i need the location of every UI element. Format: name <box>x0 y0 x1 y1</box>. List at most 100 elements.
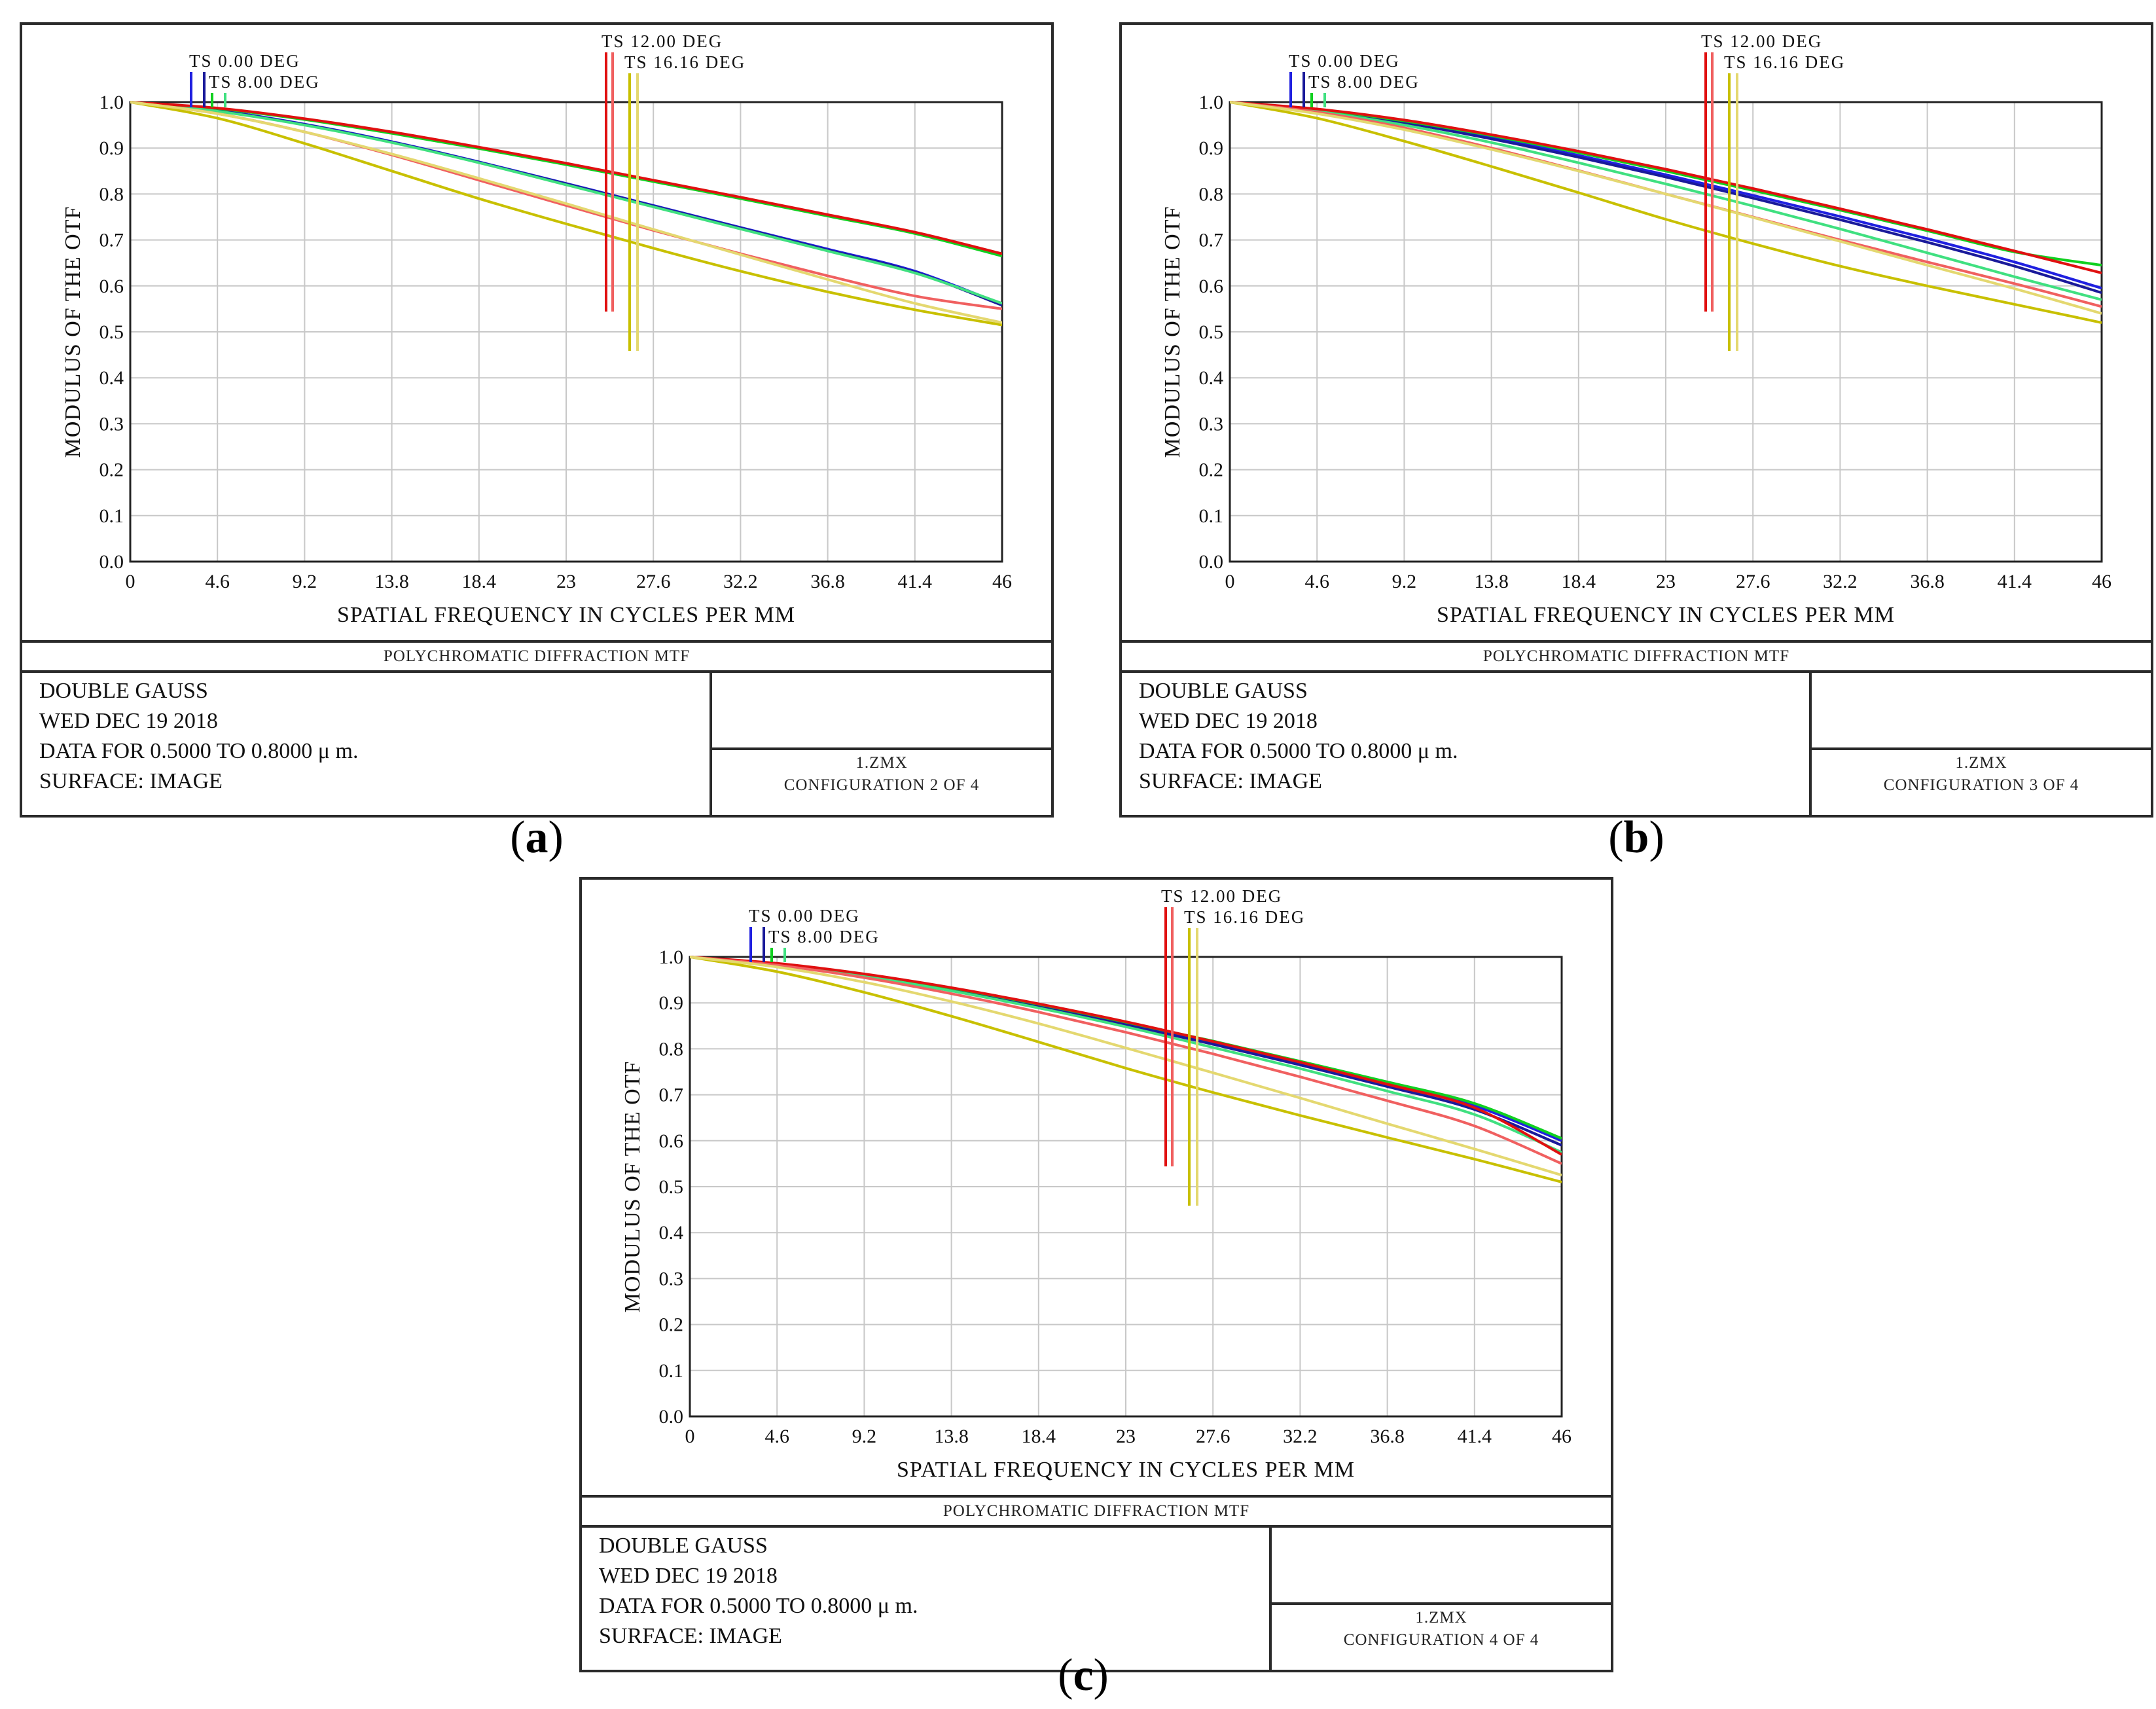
surface-text: SURFACE: IMAGE <box>39 769 223 793</box>
surface-text: SURFACE: IMAGE <box>599 1624 782 1648</box>
x-tick-label: 13.8 <box>1474 571 1509 592</box>
info-block: DOUBLE GAUSS WED DEC 19 2018 DATA FOR 0.… <box>1139 676 1458 797</box>
lens-name: DOUBLE GAUSS <box>1139 679 1308 703</box>
legend-label: TS 12.00 DEG <box>602 31 723 51</box>
x-tick-label: 32.2 <box>723 571 758 592</box>
y-tick-label: 0.7 <box>1199 230 1224 251</box>
config-text: CONFIGURATION 3 OF 4 <box>1883 776 2079 794</box>
x-tick-label: 32.2 <box>1823 571 1858 592</box>
sub-label-c: (c) <box>1058 1650 1109 1700</box>
x-axis-label: SPATIAL FREQUENCY IN CYCLES PER MM <box>1437 603 1895 627</box>
x-tick-label: 18.4 <box>1562 571 1596 592</box>
date-text: WED DEC 19 2018 <box>599 1564 778 1588</box>
legend-label: TS 0.00 DEG <box>189 51 300 71</box>
y-tick-label: 0.6 <box>99 276 124 297</box>
mtf-panel-b: 0 4.6 9.2 13.8 18.4 23 27.6 32.2 36.8 41.4 46 0.0 0.… <box>1119 22 2153 818</box>
config-box: 1.ZMX CONFIGURATION 2 OF 4 <box>712 747 1051 815</box>
x-tick-label: 13.8 <box>374 571 409 592</box>
mtf-curve <box>690 956 1562 1177</box>
date-text: WED DEC 19 2018 <box>1139 709 1318 733</box>
x-tick-label: 41.4 <box>1458 1426 1492 1447</box>
lens-name: DOUBLE GAUSS <box>599 1534 768 1558</box>
y-tick-label: 0.5 <box>99 321 124 343</box>
file-name: 1.ZMX <box>855 754 908 772</box>
plot-frame <box>129 101 1003 563</box>
y-tick-label: 0.3 <box>99 413 124 435</box>
y-axis-label: MODULUS OF THE OTF <box>61 206 85 458</box>
x-tick-label: 0 <box>126 571 135 592</box>
legend-label: TS 0.00 DEG <box>749 906 860 926</box>
y-tick-label: 1.0 <box>659 946 684 968</box>
x-tick-label: 32.2 <box>1283 1426 1318 1447</box>
mtf-curve <box>1230 101 2102 315</box>
file-name: 1.ZMX <box>1415 1609 1467 1627</box>
sub-label-b: (b) <box>1608 812 1664 863</box>
y-tick-label: 1.0 <box>1199 92 1224 113</box>
mtf-chart-b: 0 4.6 9.2 13.8 18.4 23 27.6 32.2 36.8 41.4 46 0.0 0.… <box>1160 31 2111 627</box>
y-tick-label: 0.4 <box>659 1222 684 1244</box>
x-tick-label: 18.4 <box>1022 1426 1056 1447</box>
x-tick-label: 27.6 <box>636 571 670 592</box>
file-name: 1.ZMX <box>1955 754 2007 772</box>
legend-label: TS 16.16 DEG <box>1724 52 1845 72</box>
file-box: 1.ZMX CONFIGURATION 2 OF 4 <box>710 670 1051 815</box>
info-block: DOUBLE GAUSS WED DEC 19 2018 DATA FOR 0.… <box>39 676 358 797</box>
y-tick-label: 0.0 <box>99 551 124 573</box>
plot-frame <box>1229 101 2103 563</box>
file-box: 1.ZMX CONFIGURATION 4 OF 4 <box>1269 1525 1611 1670</box>
x-tick-label: 4.6 <box>764 1426 789 1447</box>
x-tick-label: 27.6 <box>1196 1426 1231 1447</box>
x-axis-label: SPATIAL FREQUENCY IN CYCLES PER MM <box>337 603 795 627</box>
file-box: 1.ZMX CONFIGURATION 3 OF 4 <box>1809 670 2151 815</box>
y-tick-label: 0.4 <box>99 367 124 389</box>
y-tick-label: 0.1 <box>99 505 124 527</box>
legend-label: TS 16.16 DEG <box>624 52 746 72</box>
x-tick-label: 4.6 <box>1304 571 1329 592</box>
config-box: 1.ZMX CONFIGURATION 4 OF 4 <box>1272 1602 1611 1670</box>
config-box: 1.ZMX CONFIGURATION 3 OF 4 <box>1812 747 2151 815</box>
data-range-text: DATA FOR 0.5000 TO 0.8000 μ m. <box>39 739 359 763</box>
y-tick-label: 0.2 <box>99 459 124 481</box>
mtf-curve <box>690 956 1562 1165</box>
x-tick-label: 36.8 <box>1910 571 1945 592</box>
x-tick-label: 9.2 <box>293 571 317 592</box>
x-tick-label: 23 <box>1116 1426 1136 1447</box>
mtf-curve <box>1230 101 2102 301</box>
x-tick-label: 0 <box>1225 571 1235 592</box>
y-tick-label: 0.7 <box>99 230 124 251</box>
y-tick-label: 0.4 <box>1199 367 1224 389</box>
x-tick-label: 9.2 <box>1392 571 1417 592</box>
x-tick-label: 23 <box>556 571 576 592</box>
mtf-curve <box>690 956 1562 1183</box>
y-tick-label: 0.9 <box>99 137 124 159</box>
y-tick-label: 0.0 <box>1199 551 1224 573</box>
config-text: CONFIGURATION 4 OF 4 <box>1343 1631 1539 1649</box>
y-tick-label: 0.2 <box>1199 459 1224 481</box>
plot-title: POLYCHROMATIC DIFFRACTION MTF <box>582 1495 1611 1528</box>
lens-name: DOUBLE GAUSS <box>39 679 208 703</box>
config-text: CONFIGURATION 2 OF 4 <box>783 776 980 794</box>
x-tick-label: 41.4 <box>1998 571 2032 592</box>
x-tick-label: 23 <box>1656 571 1676 592</box>
x-tick-label: 41.4 <box>898 571 933 592</box>
mtf-curve <box>690 956 1562 1156</box>
mtf-panel-c: 0 4.6 9.2 13.8 18.4 23 27.6 32.2 36.8 41.4 46 0.0 0.… <box>579 877 1613 1672</box>
x-tick-label: 9.2 <box>852 1426 877 1447</box>
y-tick-label: 1.0 <box>99 92 124 113</box>
x-tick-label: 13.8 <box>934 1426 969 1447</box>
x-axis-label: SPATIAL FREQUENCY IN CYCLES PER MM <box>897 1458 1355 1482</box>
x-tick-label: 27.6 <box>1736 571 1770 592</box>
legend-label: TS 12.00 DEG <box>1161 886 1282 906</box>
data-range-text: DATA FOR 0.5000 TO 0.8000 μ m. <box>599 1594 918 1618</box>
x-tick-label: 18.4 <box>462 571 497 592</box>
mtf-curve <box>130 101 1002 255</box>
mtf-curve <box>130 101 1002 327</box>
y-axis-label: MODULUS OF THE OTF <box>1160 206 1185 458</box>
x-tick-label: 46 <box>992 571 1012 592</box>
mtf-chart-c: 0 4.6 9.2 13.8 18.4 23 27.6 32.2 36.8 41.4 46 0.0 0.… <box>620 886 1572 1482</box>
x-tick-label: 46 <box>2092 571 2111 592</box>
x-tick-label: 46 <box>1552 1426 1572 1447</box>
mtf-curve <box>1230 101 2102 275</box>
y-tick-label: 0.6 <box>659 1130 684 1152</box>
plot-title: POLYCHROMATIC DIFFRACTION MTF <box>1122 640 2151 673</box>
